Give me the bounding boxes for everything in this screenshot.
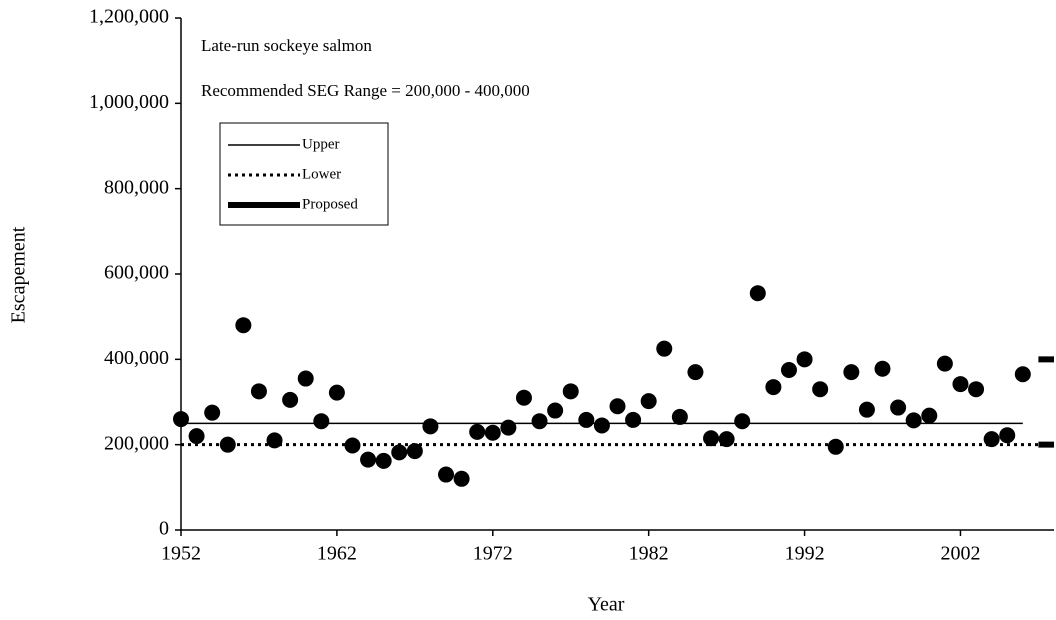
point — [703, 430, 720, 447]
x-tick-label: 1992 — [785, 543, 825, 565]
y-tick-label: 1,000,000 — [89, 91, 169, 113]
point — [656, 340, 673, 357]
point — [469, 423, 486, 440]
point — [1014, 366, 1031, 383]
point — [827, 438, 844, 455]
y-tick-label: 1,200,000 — [89, 6, 169, 28]
x-tick-label: 1982 — [629, 543, 669, 565]
point — [874, 360, 891, 377]
point — [921, 407, 938, 424]
point — [515, 389, 532, 406]
annotation: Recommended SEG Range = 200,000 - 400,00… — [201, 81, 530, 100]
y-tick-label: 200,000 — [104, 432, 169, 454]
point — [297, 370, 314, 387]
annotation: Late-run sockeye salmon — [201, 36, 372, 55]
line — [1038, 356, 1054, 448]
point — [562, 383, 579, 400]
point — [250, 383, 267, 400]
legend-label: Lower — [302, 166, 341, 182]
point — [360, 451, 377, 468]
point — [235, 317, 252, 334]
point — [812, 381, 829, 398]
point — [391, 444, 408, 461]
point — [547, 402, 564, 419]
point — [843, 364, 860, 381]
point — [375, 452, 392, 469]
point — [266, 432, 283, 449]
y-tick-label: 800,000 — [104, 176, 169, 198]
point — [968, 381, 985, 398]
point — [438, 466, 455, 483]
point — [500, 419, 517, 436]
point — [936, 355, 953, 372]
y-tick-label: 400,000 — [104, 347, 169, 369]
point — [422, 418, 439, 435]
point — [578, 411, 595, 428]
point — [625, 411, 642, 428]
point — [188, 428, 205, 445]
point — [593, 417, 610, 434]
x-tick-label: 1962 — [317, 543, 357, 565]
point — [749, 285, 766, 302]
legend-label: Proposed — [302, 196, 358, 212]
x-tick-label: 1972 — [473, 543, 513, 565]
x-tick-label: 2002 — [940, 543, 980, 565]
x-tick-label: 1952 — [161, 543, 201, 565]
point — [905, 412, 922, 429]
legend-label: Upper — [302, 136, 340, 152]
point — [999, 427, 1016, 444]
point — [531, 413, 548, 430]
point — [328, 384, 345, 401]
point — [204, 404, 221, 421]
point — [718, 431, 735, 448]
point — [858, 401, 875, 418]
point — [734, 413, 751, 430]
point — [983, 431, 1000, 448]
y-axis-label: Escapement — [8, 226, 30, 323]
point — [219, 436, 236, 453]
point — [780, 362, 797, 378]
x-axis-label: Year — [588, 594, 625, 616]
point — [406, 443, 423, 460]
point — [671, 408, 688, 425]
point — [640, 393, 657, 410]
point — [453, 470, 470, 487]
point — [609, 398, 626, 415]
point — [687, 364, 704, 381]
y-tick-label: 0 — [159, 518, 169, 540]
point — [765, 379, 782, 396]
point — [173, 411, 189, 428]
point — [282, 391, 299, 408]
point — [796, 351, 813, 368]
point — [484, 424, 501, 441]
point — [890, 399, 907, 416]
point — [952, 376, 969, 393]
point — [344, 437, 361, 454]
point — [313, 413, 330, 430]
y-tick-label: 600,000 — [104, 262, 169, 284]
